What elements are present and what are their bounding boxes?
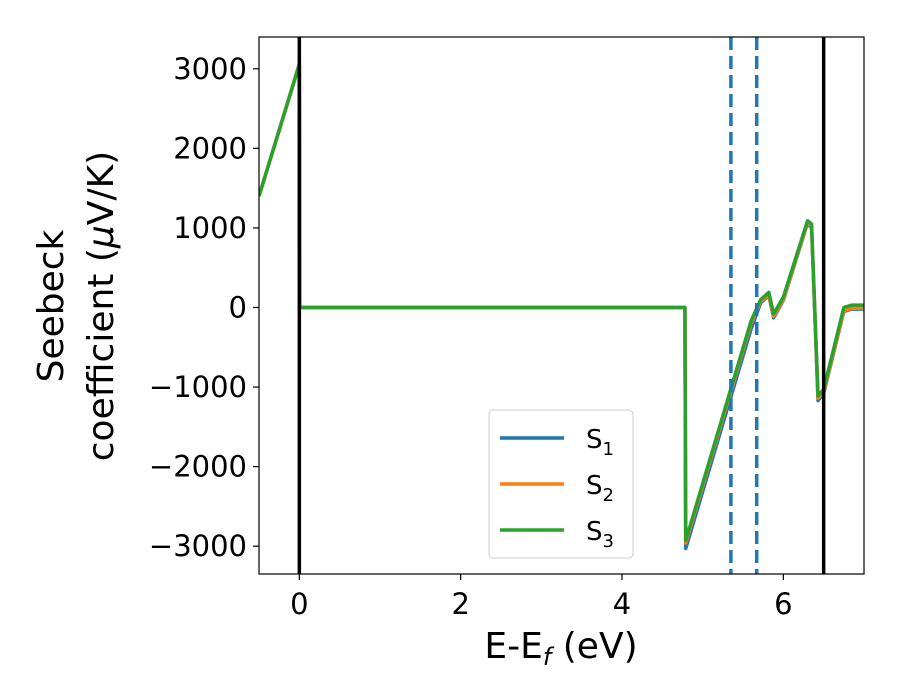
x-tick-label: 0 — [290, 587, 308, 621]
x-tick-label: 2 — [451, 587, 469, 621]
y-tick-label: 1000 — [173, 211, 247, 245]
y-tick-label: 3000 — [173, 52, 247, 86]
y-tick-label: −2000 — [149, 450, 247, 484]
legend-label: S3 — [586, 517, 614, 552]
y-tick-label: 2000 — [173, 131, 247, 165]
legend-entry-s1: S1 — [500, 425, 614, 460]
series-layer — [259, 62, 864, 551]
x-axis-label: E-Ef (eV) — [484, 626, 637, 671]
y-axis: 3000 2000 1000 0 −1000 −2000 −3000 — [149, 52, 259, 563]
y-axis-label-line2: coefficient (μV/K) — [81, 151, 122, 461]
legend-entry-s3: S3 — [500, 517, 614, 552]
plot-frame — [258, 36, 865, 575]
legend-label: S1 — [586, 425, 614, 460]
y-axis-label-line1: Seebeck — [31, 229, 72, 382]
y-tick-label: −3000 — [149, 529, 247, 563]
series-line-s3 — [259, 62, 864, 543]
y-axis-label: Seebeck coefficient (μV/K) — [31, 151, 122, 461]
x-axis: 0 2 4 6 — [290, 574, 793, 621]
y-tick-label: −1000 — [149, 370, 247, 404]
x-tick-label: 6 — [774, 587, 792, 621]
legend: S1 S2 S3 — [488, 409, 634, 559]
legend-entry-s2: S2 — [500, 471, 614, 506]
x-tick-label: 4 — [613, 587, 631, 621]
legend-label: S2 — [586, 471, 614, 506]
y-tick-label: 0 — [229, 290, 247, 324]
vline-layer — [297, 37, 826, 574]
